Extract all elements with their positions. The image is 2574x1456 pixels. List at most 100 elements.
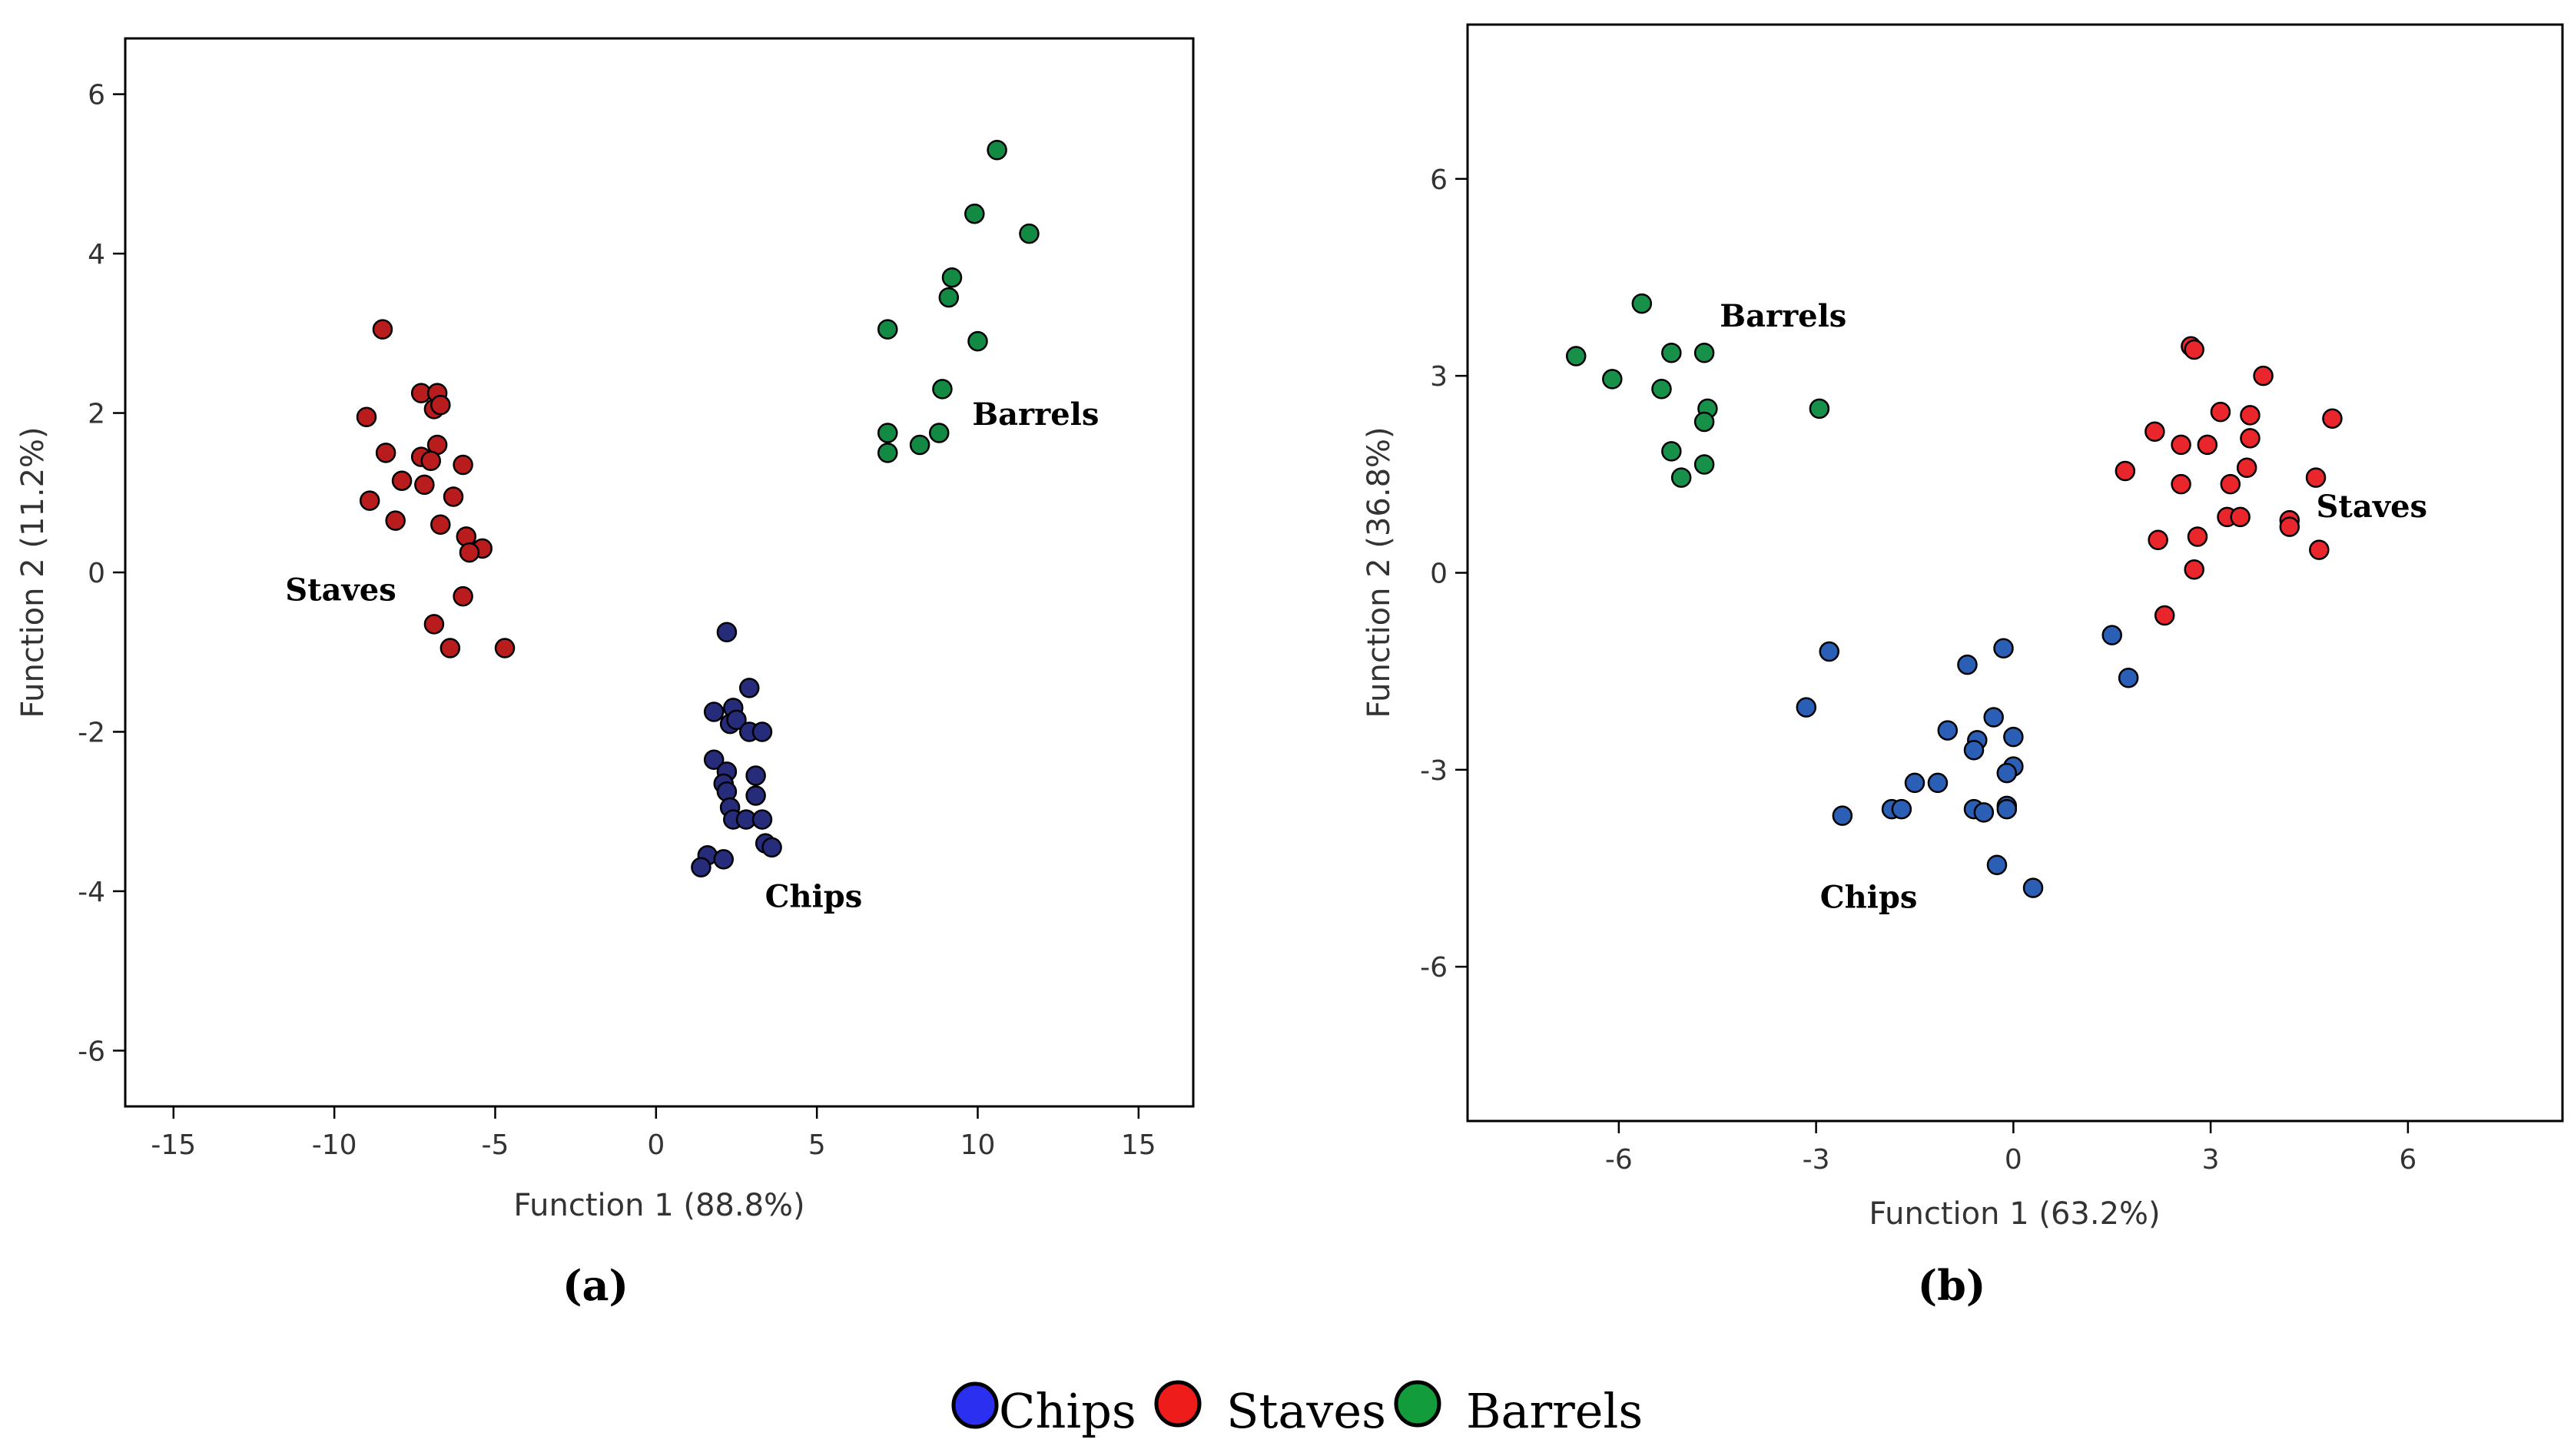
point-barrels-a bbox=[877, 443, 898, 463]
legend-item-staves: Staves bbox=[1154, 1380, 1386, 1439]
point-staves-b bbox=[2115, 460, 2136, 482]
y-tick-label-a: -2 bbox=[78, 717, 105, 748]
point-barrels-a bbox=[938, 287, 960, 308]
cluster-label-staves-b: Staves bbox=[2317, 489, 2428, 525]
point-staves-b bbox=[2144, 421, 2165, 443]
y-tick-label-b: 0 bbox=[1430, 559, 1448, 590]
scatter-panel-a: -15 -10 -5 0 5 10 15 -6 -4 -2 0 2 4 6 Staves Barrels Ch… bbox=[15, 37, 1195, 1310]
point-barrels-a bbox=[987, 139, 1007, 161]
point-chips-b bbox=[1983, 707, 2004, 728]
x-axis-label-b: Function 1 (63.2%) bbox=[1869, 1196, 2160, 1232]
x-tick-label-a: -5 bbox=[482, 1129, 509, 1161]
y-tick-label-b: 3 bbox=[1430, 361, 1448, 393]
point-barrels-b bbox=[1565, 346, 1587, 366]
data-points-b bbox=[1565, 293, 2343, 898]
y-tick-label-a: 0 bbox=[88, 558, 105, 589]
point-chips-a bbox=[716, 622, 738, 643]
point-chips-a bbox=[738, 678, 760, 698]
point-barrels-b bbox=[1631, 293, 1653, 314]
y-tick-label-b: -3 bbox=[1420, 755, 1448, 787]
point-chips-b bbox=[2118, 667, 2139, 688]
point-barrels-b bbox=[1693, 454, 1715, 475]
point-staves-a bbox=[356, 406, 377, 427]
point-barrels-b bbox=[1809, 398, 1830, 420]
point-chips-a bbox=[703, 749, 725, 771]
plot-area-a bbox=[124, 37, 1195, 1108]
point-staves-a bbox=[453, 454, 473, 476]
y-tick-label-a: 4 bbox=[88, 239, 105, 270]
point-barrels-b bbox=[1651, 378, 1672, 400]
point-chips-b bbox=[2022, 877, 2044, 898]
legend-label-chips: Chips bbox=[999, 1383, 1136, 1439]
point-staves-a bbox=[443, 486, 464, 507]
point-chips-b bbox=[1796, 697, 1817, 718]
point-staves-a bbox=[459, 542, 480, 563]
point-staves-b bbox=[2309, 539, 2330, 560]
point-staves-b bbox=[2184, 339, 2204, 360]
point-barrels-a bbox=[964, 203, 985, 224]
point-staves-a bbox=[494, 638, 516, 658]
point-staves-a bbox=[385, 510, 406, 531]
x-tick-label-b: 0 bbox=[2005, 1144, 2022, 1176]
x-axis-label-a: Function 1 (88.8%) bbox=[513, 1188, 804, 1223]
point-chips-a bbox=[726, 709, 747, 731]
point-chips-a bbox=[751, 809, 773, 830]
axis-ticks-a: -15 -10 -5 0 5 10 15 -6 -4 -2 0 2 4 6 bbox=[78, 80, 1156, 1161]
legend-marker-staves bbox=[1154, 1380, 1202, 1428]
point-barrels-a bbox=[877, 319, 898, 340]
point-barrels-b bbox=[1693, 411, 1715, 433]
point-chips-b bbox=[1957, 654, 1978, 675]
y-axis-label-b: Function 2 (36.8%) bbox=[1362, 426, 1397, 718]
point-staves-b bbox=[2154, 605, 2175, 626]
point-staves-a bbox=[440, 638, 461, 658]
cluster-label-staves-a: Staves bbox=[285, 572, 396, 608]
point-staves-b bbox=[2230, 506, 2251, 528]
x-tick-label-b: 6 bbox=[2399, 1144, 2416, 1176]
point-chips-b bbox=[1904, 772, 1926, 794]
point-staves-b bbox=[2220, 473, 2241, 495]
y-tick-label-b: 6 bbox=[1430, 164, 1448, 196]
legend-item-barrels: Barrels bbox=[1394, 1380, 1643, 1439]
y-tick-label-a: 2 bbox=[88, 399, 105, 430]
x-tick-label-b: -3 bbox=[1803, 1144, 1830, 1176]
legend-item-chips: Chips bbox=[951, 1381, 1136, 1439]
cluster-label-barrels-a: Barrels bbox=[972, 396, 1099, 433]
point-staves-a bbox=[414, 474, 435, 496]
point-chips-b bbox=[2101, 625, 2122, 645]
point-barrels-a bbox=[941, 267, 963, 288]
point-chips-a bbox=[703, 701, 725, 722]
point-chips-b bbox=[1996, 762, 2018, 784]
x-tick-label-b: -6 bbox=[1605, 1144, 1633, 1176]
point-barrels-a bbox=[932, 379, 953, 400]
point-barrels-b bbox=[1693, 342, 1715, 363]
point-chips-a bbox=[745, 765, 766, 786]
cluster-annotations-b: Barrels Staves Chips bbox=[1720, 298, 2427, 915]
point-staves-a bbox=[453, 585, 473, 607]
point-staves-a bbox=[359, 490, 380, 511]
point-staves-a bbox=[375, 443, 396, 463]
point-chips-b bbox=[1973, 802, 1995, 823]
point-barrels-a bbox=[877, 423, 898, 443]
cluster-label-chips-b: Chips bbox=[1820, 879, 1918, 915]
point-chips-a bbox=[751, 721, 773, 742]
point-barrels-b bbox=[1661, 441, 1682, 462]
point-chips-b bbox=[1963, 739, 1985, 761]
cluster-label-barrels-b: Barrels bbox=[1720, 298, 1846, 334]
point-staves-b bbox=[2171, 473, 2191, 495]
point-barrels-a bbox=[928, 423, 950, 443]
point-staves-a bbox=[372, 319, 393, 340]
point-staves-b bbox=[2322, 408, 2343, 429]
legend-label-staves: Staves bbox=[1226, 1383, 1386, 1439]
point-chips-a bbox=[691, 857, 711, 878]
cluster-annotations-a: Staves Barrels Chips bbox=[285, 396, 1099, 915]
point-staves-b bbox=[2240, 405, 2261, 426]
point-staves-b bbox=[2210, 401, 2231, 423]
point-barrels-b bbox=[1670, 467, 1692, 488]
point-chips-b bbox=[1993, 638, 2014, 659]
point-barrels-b bbox=[1602, 369, 1623, 390]
scatter-panel-b: -6 -3 0 3 6 -6 -3 0 3 6 Barrels Staves Chips Functi… bbox=[1362, 23, 2564, 1310]
point-chips-b bbox=[2003, 726, 2024, 748]
point-staves-a bbox=[423, 614, 445, 635]
point-staves-b bbox=[2187, 526, 2208, 547]
